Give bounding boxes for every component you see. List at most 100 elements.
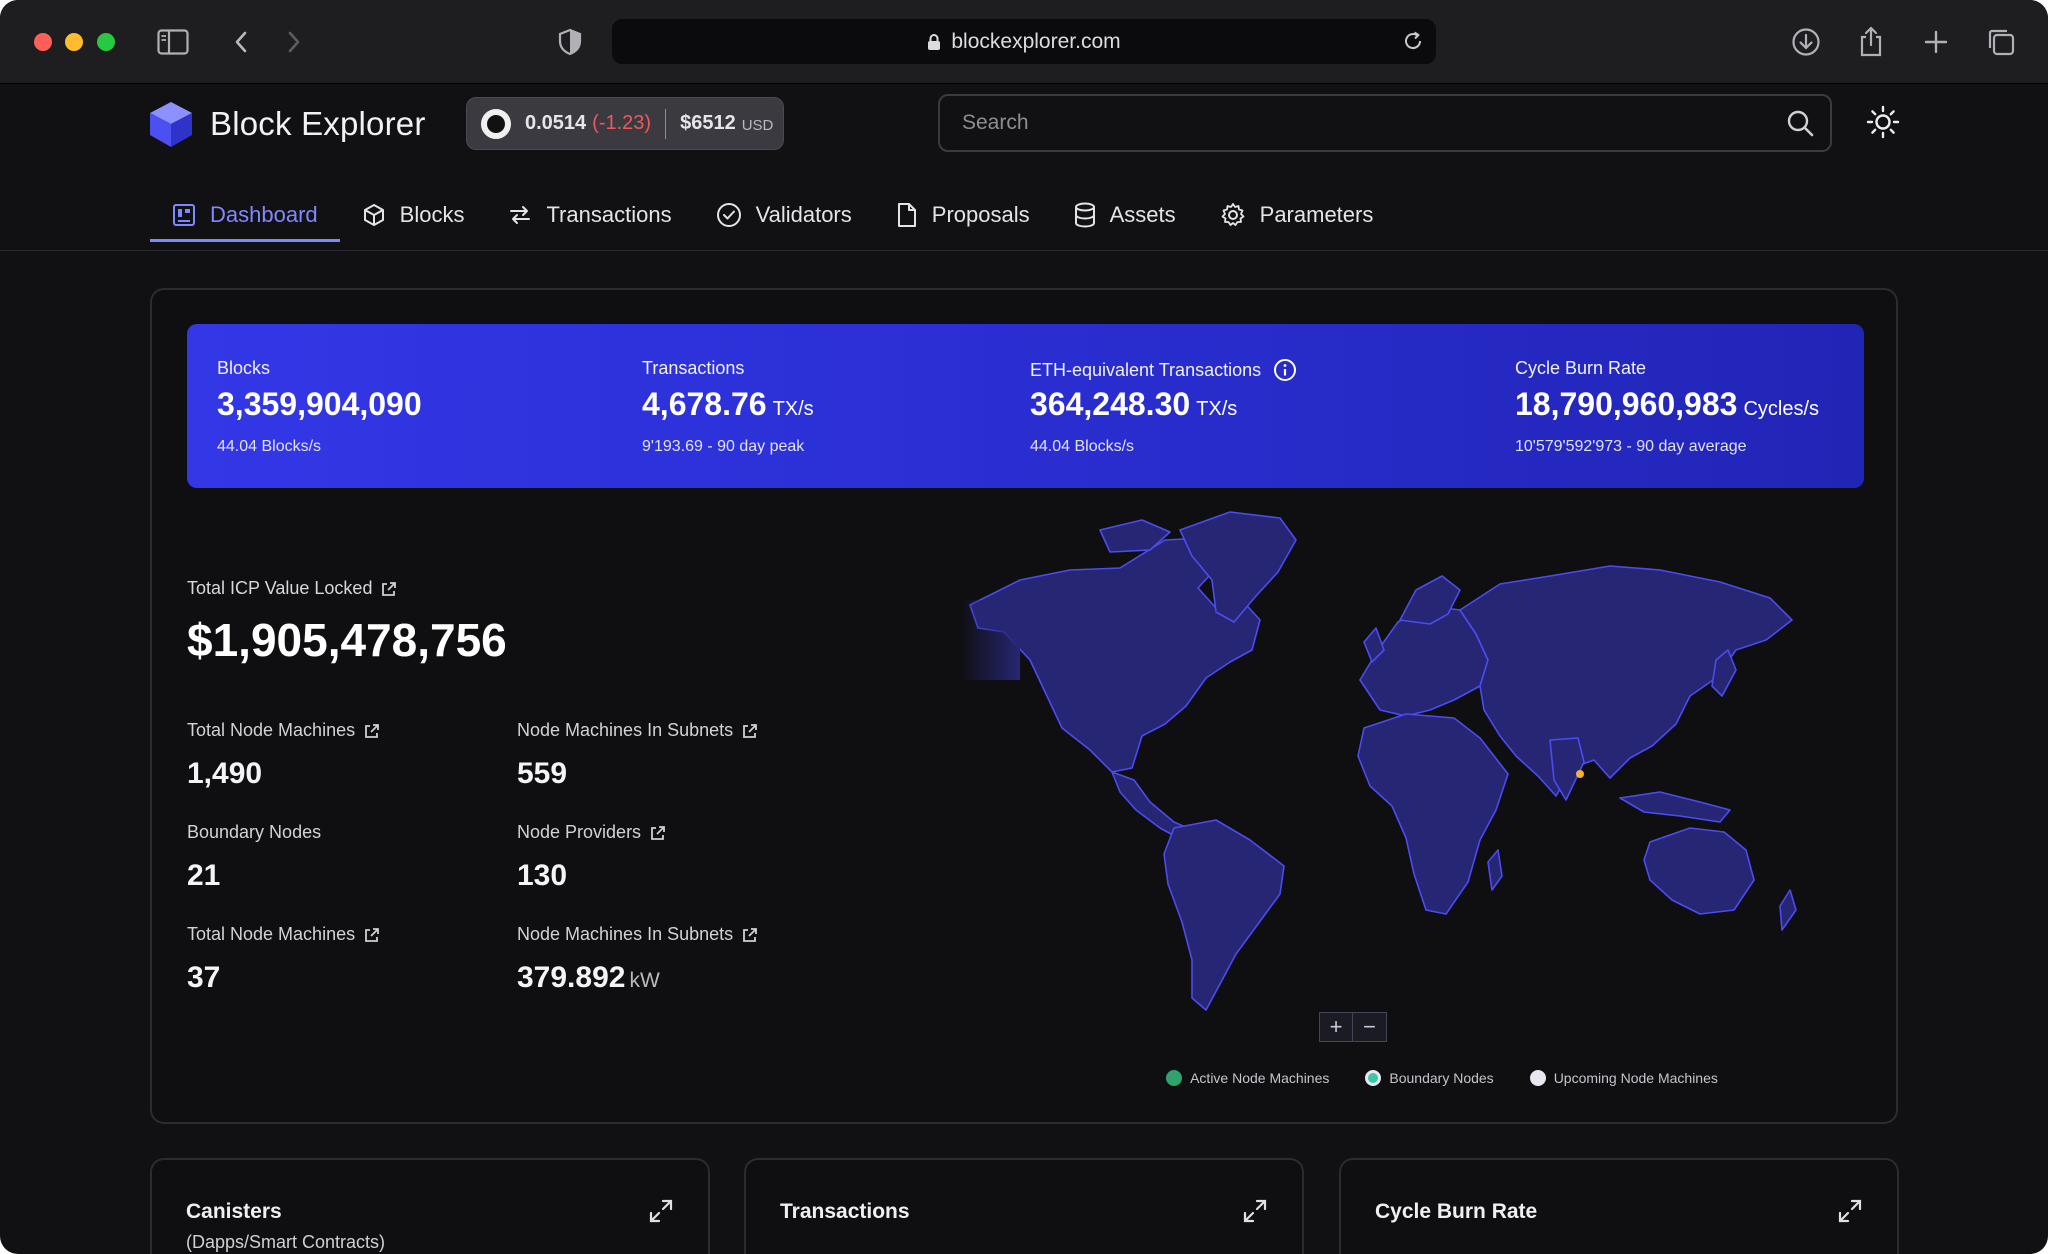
app-title: Block Explorer xyxy=(210,105,426,142)
search-icon[interactable] xyxy=(1770,109,1830,137)
reload-icon[interactable] xyxy=(1402,30,1424,52)
metric-label: Node Machines In Subnets xyxy=(517,720,734,740)
search-input[interactable] xyxy=(962,111,1770,135)
search-box[interactable] xyxy=(938,94,1832,152)
tvl-label: Total ICP Value Locked xyxy=(187,578,373,598)
legend-item-upcoming: Upcoming Node Machines xyxy=(1529,1070,1718,1086)
metric-power-consumption: Node Machines In Subnets 379.892 kW xyxy=(517,924,837,995)
zoom-out-button[interactable]: − xyxy=(1353,1012,1387,1042)
tab-transactions[interactable]: Transactions xyxy=(486,190,693,240)
card-title: Cycle Burn Rate xyxy=(1375,1200,1538,1223)
tab-assets[interactable]: Assets xyxy=(1052,190,1198,240)
tab-parameters[interactable]: Parameters xyxy=(1198,190,1396,240)
metric-value: 559 xyxy=(517,757,568,790)
card-subtitle: (Dapps/Smart Contracts) xyxy=(186,1232,386,1252)
app-logo[interactable]: Block Explorer xyxy=(148,100,426,148)
stat-label: ETH-equivalent Transactions xyxy=(1030,359,1262,380)
stats-banner: Blocks 3,359,904,090 44.04 Blocks/s Tran… xyxy=(187,324,1864,488)
close-window-button[interactable] xyxy=(34,33,52,51)
expand-icon[interactable] xyxy=(648,1198,674,1224)
tab-label: Dashboard xyxy=(210,202,318,227)
metric-label: Boundary Nodes xyxy=(187,822,322,842)
tab-label: Proposals xyxy=(931,202,1030,227)
downloads-icon[interactable] xyxy=(1788,24,1824,60)
database-icon xyxy=(1074,202,1096,228)
metric-boundary-nodes: Boundary Nodes 21 xyxy=(187,822,507,893)
sidebar-toggle-icon[interactable] xyxy=(155,24,191,60)
price-ticker[interactable]: 0.0514 (-1.23) $6512 USD xyxy=(466,97,784,150)
nav-divider xyxy=(0,250,2048,251)
forward-icon[interactable] xyxy=(276,24,312,60)
tab-dashboard[interactable]: Dashboard xyxy=(150,190,340,242)
stat-label: Transactions xyxy=(642,358,745,378)
theme-toggle-sun-icon[interactable] xyxy=(1864,103,1902,141)
lock-icon xyxy=(927,33,941,51)
tab-label: Transactions xyxy=(546,202,672,227)
url-text: blockexplorer.com xyxy=(951,29,1121,53)
legend-item-active: Active Node Machines xyxy=(1166,1070,1329,1086)
metric-value: 37 xyxy=(187,961,221,994)
tab-blocks[interactable]: Blocks xyxy=(340,190,487,240)
legend-dot xyxy=(1529,1070,1546,1086)
south-america-shape xyxy=(1163,819,1285,1011)
india-shape xyxy=(1549,737,1585,801)
usd-label: USD xyxy=(741,117,774,134)
tab-label: Validators xyxy=(755,202,852,227)
arctic-islands-shape xyxy=(1099,519,1171,553)
stat-unit: TX/s xyxy=(1196,398,1238,420)
metric-value: 21 xyxy=(187,859,221,892)
southeast-asia-shape xyxy=(1619,791,1731,823)
madagascar-shape xyxy=(1487,849,1503,891)
new-tab-icon[interactable] xyxy=(1918,24,1954,60)
tab-validators[interactable]: Validators xyxy=(694,190,874,240)
metric-label: Total Node Machines xyxy=(187,924,356,944)
stat-value: 4,678.76 TX/s xyxy=(642,386,814,423)
legend-label: Upcoming Node Machines xyxy=(1553,1070,1718,1086)
expand-icon[interactable] xyxy=(1242,1198,1268,1224)
greenland-shape xyxy=(1179,511,1297,623)
external-link-icon[interactable] xyxy=(364,927,380,943)
tab-proposals[interactable]: Proposals xyxy=(874,190,1052,240)
external-link-icon[interactable] xyxy=(364,723,380,739)
overview-card: Blocks 3,359,904,090 44.04 Blocks/s Tran… xyxy=(150,288,1898,1124)
back-icon[interactable] xyxy=(223,24,259,60)
legend-label: Boundary Nodes xyxy=(1389,1070,1494,1086)
stat-label-row: ETH-equivalent Transactions xyxy=(1030,358,1297,382)
legend-item-boundary: Boundary Nodes xyxy=(1365,1070,1494,1086)
world-map[interactable] xyxy=(960,510,1840,1030)
metric-label: Total Node Machines xyxy=(187,720,356,740)
stat-label: Cycle Burn Rate xyxy=(1515,358,1647,378)
privacy-shield-icon[interactable] xyxy=(552,24,588,60)
price-change: (-1.23) xyxy=(592,112,652,134)
address-bar[interactable]: blockexplorer.com xyxy=(612,19,1436,64)
metric-label: Node Providers xyxy=(517,822,642,842)
metric-node-providers: Node Providers 130 xyxy=(517,822,837,893)
north-america-shape xyxy=(969,537,1261,773)
document-icon xyxy=(896,202,918,228)
external-link-icon[interactable] xyxy=(742,723,758,739)
node-marker[interactable] xyxy=(1576,770,1584,778)
external-link-icon[interactable] xyxy=(650,825,666,841)
tab-label: Blocks xyxy=(399,202,465,227)
metric-total-node-machines-2: Total Node Machines 37 xyxy=(187,924,507,995)
map-legend: Active Node Machines Boundary Nodes Upco… xyxy=(1052,1070,1832,1086)
info-icon[interactable] xyxy=(1273,358,1297,382)
zoom-window-button[interactable] xyxy=(97,33,115,51)
share-icon[interactable] xyxy=(1853,24,1889,60)
stat-number: 3,359,904,090 xyxy=(217,386,422,422)
tab-overview-icon[interactable] xyxy=(1983,24,2019,60)
cube-icon xyxy=(362,203,386,227)
australia-shape xyxy=(1643,827,1755,915)
tab-label: Parameters xyxy=(1259,202,1374,227)
zoom-in-button[interactable]: + xyxy=(1319,1012,1353,1042)
external-link-icon[interactable] xyxy=(742,927,758,943)
uk-shape xyxy=(1363,627,1385,663)
minimize-window-button[interactable] xyxy=(65,33,83,51)
new-zealand-shape xyxy=(1779,889,1797,931)
expand-icon[interactable] xyxy=(1837,1198,1863,1224)
legend-dot xyxy=(1365,1070,1382,1086)
external-link-icon[interactable] xyxy=(381,581,397,597)
map-zoom-controls: + − xyxy=(1319,1012,1387,1042)
africa-shape xyxy=(1357,713,1509,915)
